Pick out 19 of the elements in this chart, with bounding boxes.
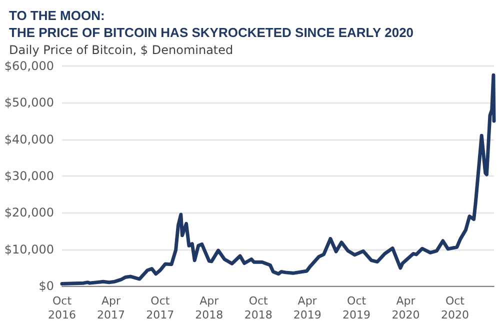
y-tick-label: $0 bbox=[38, 279, 54, 293]
chart-title: TO THE MOON: THE PRICE OF BITCOIN HAS SKYROCKETED SINCE EARLY 2020 bbox=[9, 8, 414, 40]
y-tick-label: $10,000 bbox=[4, 242, 54, 256]
x-tick-label: Oct 2016 bbox=[48, 294, 76, 322]
y-tick-label: $50,000 bbox=[4, 96, 54, 110]
x-tick-label: Apr 2017 bbox=[96, 294, 125, 322]
y-tick-label: $60,000 bbox=[4, 59, 54, 73]
x-tick-label: Oct 2017 bbox=[146, 294, 174, 322]
chart-subtitle: Daily Price of Bitcoin, $ Denominated bbox=[9, 43, 234, 57]
y-tick-label: $40,000 bbox=[4, 132, 54, 146]
x-tick-label: Oct 2020 bbox=[440, 294, 469, 322]
line-series bbox=[60, 73, 496, 286]
x-tick-label: Apr 2018 bbox=[195, 294, 224, 322]
y-tick-label: $20,000 bbox=[4, 206, 54, 220]
x-tick-label: Apr 2019 bbox=[293, 294, 322, 322]
x-tick-label: Oct 2018 bbox=[244, 294, 272, 322]
x-tick-label: Oct 2019 bbox=[342, 294, 371, 322]
y-tick-label: $30,000 bbox=[4, 169, 54, 183]
x-tick-label: Apr 2020 bbox=[392, 294, 420, 322]
